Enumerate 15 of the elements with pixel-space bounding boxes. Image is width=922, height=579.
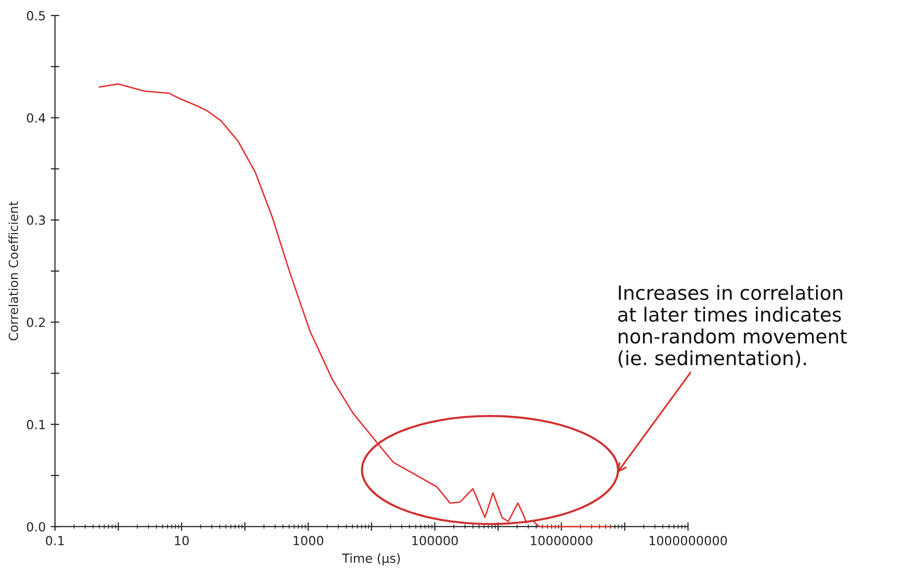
x-axis-title: Time (µs)	[342, 553, 400, 566]
x-tick-label: 1000	[294, 536, 324, 546]
x-tick-label: 100000	[412, 536, 458, 546]
y-tick-label: 0.4	[26, 113, 46, 123]
annotation: Increases in correlation at later times indicates non-random movement (ie. sedimentation).	[618, 285, 847, 368]
y-tick-label: 0.1	[26, 420, 45, 430]
y-tick-label: 0.5	[26, 10, 45, 20]
y-tick-label: 0.0	[26, 522, 46, 532]
y-tick-label: 0.2	[26, 318, 45, 328]
x-tick-label: 0.1	[46, 536, 64, 546]
x-tick-label: 10000000	[530, 536, 592, 546]
y-tick-label: 0.3	[26, 215, 45, 225]
y-axis-title: Correlation Coefficient	[8, 201, 18, 340]
x-tick-label: 1000000000	[650, 536, 727, 546]
x-tick-label: 10	[175, 536, 189, 546]
